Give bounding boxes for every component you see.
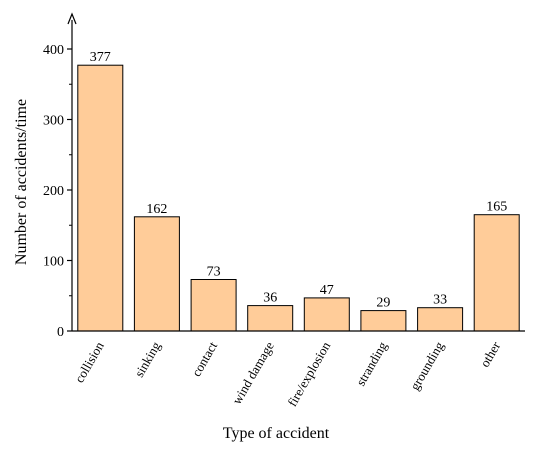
y-tick-label-200: 200 bbox=[43, 184, 64, 199]
data-label-grounding: 33 bbox=[433, 293, 447, 308]
data-label-sinking: 162 bbox=[146, 202, 167, 217]
category-label-grounding: grounding bbox=[407, 339, 447, 393]
category-label-wind-damage: wind damage bbox=[229, 339, 277, 407]
data-label-stranding: 29 bbox=[376, 296, 390, 311]
y-tick-label-400: 400 bbox=[43, 43, 64, 58]
category-label-other: other bbox=[477, 338, 504, 369]
y-axis-title: Number of accidents/time bbox=[13, 99, 30, 265]
category-label-stranding: stranding bbox=[353, 339, 390, 389]
y-tick-label-300: 300 bbox=[43, 114, 64, 129]
bar-grounding bbox=[417, 307, 464, 332]
data-label-collision: 377 bbox=[90, 50, 111, 65]
data-label-contact: 73 bbox=[207, 265, 221, 280]
bar-stranding bbox=[360, 310, 407, 332]
data-label-wind-damage: 36 bbox=[263, 291, 277, 306]
data-label-other: 165 bbox=[486, 200, 507, 215]
bar-contact bbox=[190, 279, 237, 332]
axes-group: 0 100 200 300 400 bbox=[43, 12, 525, 340]
category-label-contact: contact bbox=[188, 339, 220, 379]
data-label-fire-explosion: 47 bbox=[320, 283, 334, 298]
bar-other bbox=[473, 214, 520, 332]
y-tick-label-100: 100 bbox=[43, 255, 64, 270]
category-label-fire-explosion: fire/explosion bbox=[284, 339, 333, 409]
y-tick-label-0: 0 bbox=[57, 325, 64, 340]
category-label-sinking: sinking bbox=[131, 339, 163, 380]
bar-collision bbox=[77, 64, 124, 332]
category-labels-group: collision sinking contact wind damage fire/e… bbox=[72, 338, 504, 409]
bar-fire-explosion bbox=[303, 297, 350, 332]
x-axis-title: Type of accident bbox=[223, 425, 330, 442]
bars-group bbox=[77, 64, 520, 332]
category-label-collision: collision bbox=[72, 339, 108, 386]
y-axis-arrow bbox=[67, 12, 77, 25]
bar-wind-damage bbox=[247, 305, 294, 332]
data-labels-group: 377 162 73 36 47 29 33 165 bbox=[90, 50, 507, 310]
bar-sinking bbox=[133, 216, 180, 332]
